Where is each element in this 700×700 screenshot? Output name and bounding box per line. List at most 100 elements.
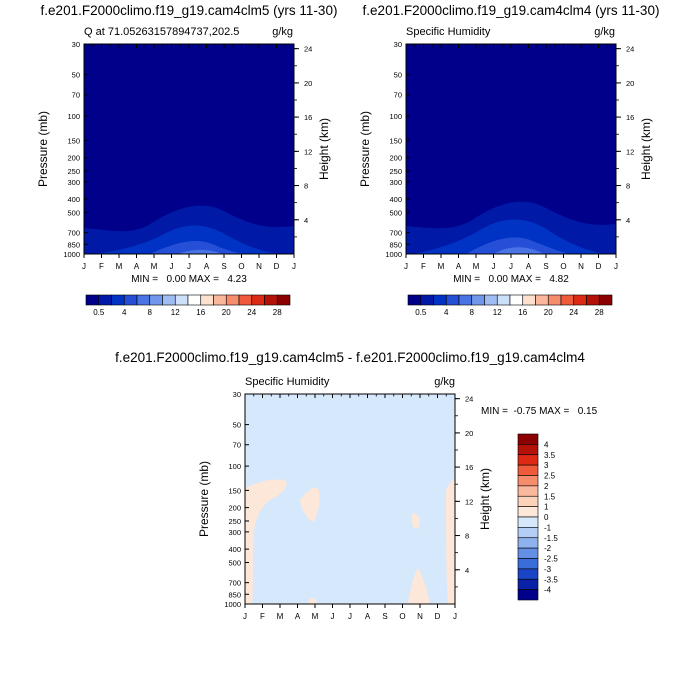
- colorbar-swatch: [517, 506, 539, 518]
- colorbar-swatch: [517, 433, 539, 445]
- month-tick-label: J: [292, 262, 296, 271]
- height-tick-label: 8: [304, 182, 308, 191]
- pressure-tick-label: 250: [389, 167, 402, 176]
- colorbar-label: 12: [171, 308, 180, 317]
- colorbar-swatch: [517, 444, 539, 456]
- colorbar-label: 24: [247, 308, 256, 317]
- colorbar-label: 0.5: [415, 308, 427, 317]
- colorbar-swatch: [517, 558, 539, 570]
- pressure-tick-label: 150: [228, 486, 241, 495]
- month-tick-label: M: [277, 612, 284, 621]
- height-tick-label: 24: [465, 395, 473, 404]
- panel-clm5-height-axis: 24 20 16 12 8 4: [294, 45, 312, 238]
- month-tick-label: S: [221, 262, 226, 271]
- month-tick-label: N: [417, 612, 423, 621]
- pressure-tick-label: 250: [228, 517, 241, 526]
- colorbar-swatch: [547, 294, 562, 306]
- pressure-tick-label: 850: [389, 240, 402, 249]
- colorbar-swatch: [98, 294, 112, 306]
- panel-diff-right-label: g/kg: [434, 376, 455, 388]
- colorbar-label: -3: [544, 565, 552, 574]
- height-tick-label: 4: [465, 566, 469, 575]
- colorbar-swatch: [517, 527, 539, 539]
- panel-clm5-title: f.e201.F2000climo.f19_g19.cam4clm5 (yrs …: [41, 3, 338, 18]
- colorbar-label: -3.5: [544, 575, 558, 584]
- colorbar-swatch: [517, 495, 539, 507]
- month-tick-label: F: [99, 262, 104, 271]
- month-tick-label: M: [312, 612, 319, 621]
- panel-clm5-left-label: Q at 71.05263157894737,202.5: [84, 26, 239, 38]
- panel-diff-positive-region-1: [245, 479, 287, 604]
- month-tick-label: D: [274, 262, 280, 271]
- pressure-tick-label: 1000: [385, 250, 402, 259]
- colorbar-label: 20: [222, 308, 231, 317]
- colorbar-label: 28: [595, 308, 604, 317]
- pressure-tick-label: 300: [228, 528, 241, 537]
- colorbar-swatch: [111, 294, 125, 306]
- month-tick-label: A: [134, 262, 140, 271]
- panel-clm5-contour-4: [178, 249, 222, 254]
- colorbar-swatch: [407, 294, 422, 306]
- colorbar-swatch: [573, 294, 587, 306]
- panel-diff-colorbar: 4 3.53 2.521.5 10-1 -1.5-2 -2.5-3-3.5 -4: [517, 433, 558, 601]
- colorbar-label: 0: [544, 513, 549, 522]
- colorbar-swatch: [517, 568, 539, 580]
- colorbar-swatch: [484, 294, 498, 306]
- month-tick-label: J: [331, 612, 335, 621]
- month-tick-label: A: [526, 262, 532, 271]
- colorbar-label: 4: [544, 440, 549, 449]
- month-tick-label: A: [456, 262, 462, 271]
- panel-clm4-colorbar: 0.5 4 8 12 16 20 24 28: [407, 294, 613, 317]
- pressure-tick-label: 250: [67, 167, 80, 176]
- panel-clm4-contour-4: [494, 247, 544, 254]
- height-tick-label: 16: [626, 113, 634, 122]
- pressure-tick-label: 400: [67, 195, 80, 204]
- colorbar-swatch: [136, 294, 151, 306]
- month-tick-label: N: [578, 262, 584, 271]
- pressure-tick-label: 850: [67, 240, 80, 249]
- panel-clm4-left-label: Specific Humidity: [406, 26, 491, 38]
- colorbar-swatch: [560, 294, 575, 306]
- colorbar-swatch: [458, 294, 473, 306]
- colorbar-label: 2.5: [544, 472, 556, 481]
- pressure-tick-label: 300: [389, 178, 402, 187]
- height-tick-label: 24: [626, 45, 634, 54]
- pressure-tick-label: 1000: [63, 250, 80, 259]
- panel-diff-title: f.e201.F2000climo.f19_g19.cam4clm5 - f.e…: [115, 350, 585, 365]
- panel-diff-positive-region-5: [446, 478, 455, 604]
- month-tick-label: O: [560, 262, 566, 271]
- colorbar-swatch: [420, 294, 434, 306]
- pressure-tick-label: 400: [228, 545, 241, 554]
- colorbar-swatch: [251, 294, 265, 306]
- colorbar-label: 0.5: [93, 308, 105, 317]
- colorbar-label: 4: [122, 308, 127, 317]
- month-tick-label: M: [151, 262, 158, 271]
- panel-clm5-colorbar: 0.5 4 8 12 16 20 24 28: [85, 294, 291, 317]
- pressure-tick-label: 50: [394, 71, 402, 80]
- pressure-tick-label: 50: [72, 71, 80, 80]
- month-tick-label: M: [116, 262, 123, 271]
- pressure-tick-label: 30: [72, 40, 80, 49]
- panel-clm5-ylabel: Pressure (mb): [36, 111, 50, 187]
- colorbar-label: 3: [544, 461, 549, 470]
- pressure-tick-label: 150: [67, 136, 80, 145]
- month-tick-label: J: [187, 262, 191, 271]
- colorbar-label: -2.5: [544, 555, 558, 564]
- month-tick-label: D: [435, 612, 441, 621]
- pressure-tick-label: 100: [228, 462, 241, 471]
- colorbar-label: 12: [493, 308, 502, 317]
- colorbar-label: 1: [544, 503, 549, 512]
- colorbar-swatch: [445, 294, 460, 306]
- pressure-tick-label: 100: [389, 112, 402, 121]
- colorbar-label: -2: [544, 544, 552, 553]
- height-tick-label: 4: [626, 216, 630, 225]
- month-tick-label: J: [243, 612, 247, 621]
- panel-diff-positive-region-6: [308, 597, 317, 604]
- panel-clm4-title: f.e201.F2000climo.f19_g19.cam4clm4 (yrs …: [363, 3, 660, 18]
- colorbar-swatch: [162, 294, 176, 306]
